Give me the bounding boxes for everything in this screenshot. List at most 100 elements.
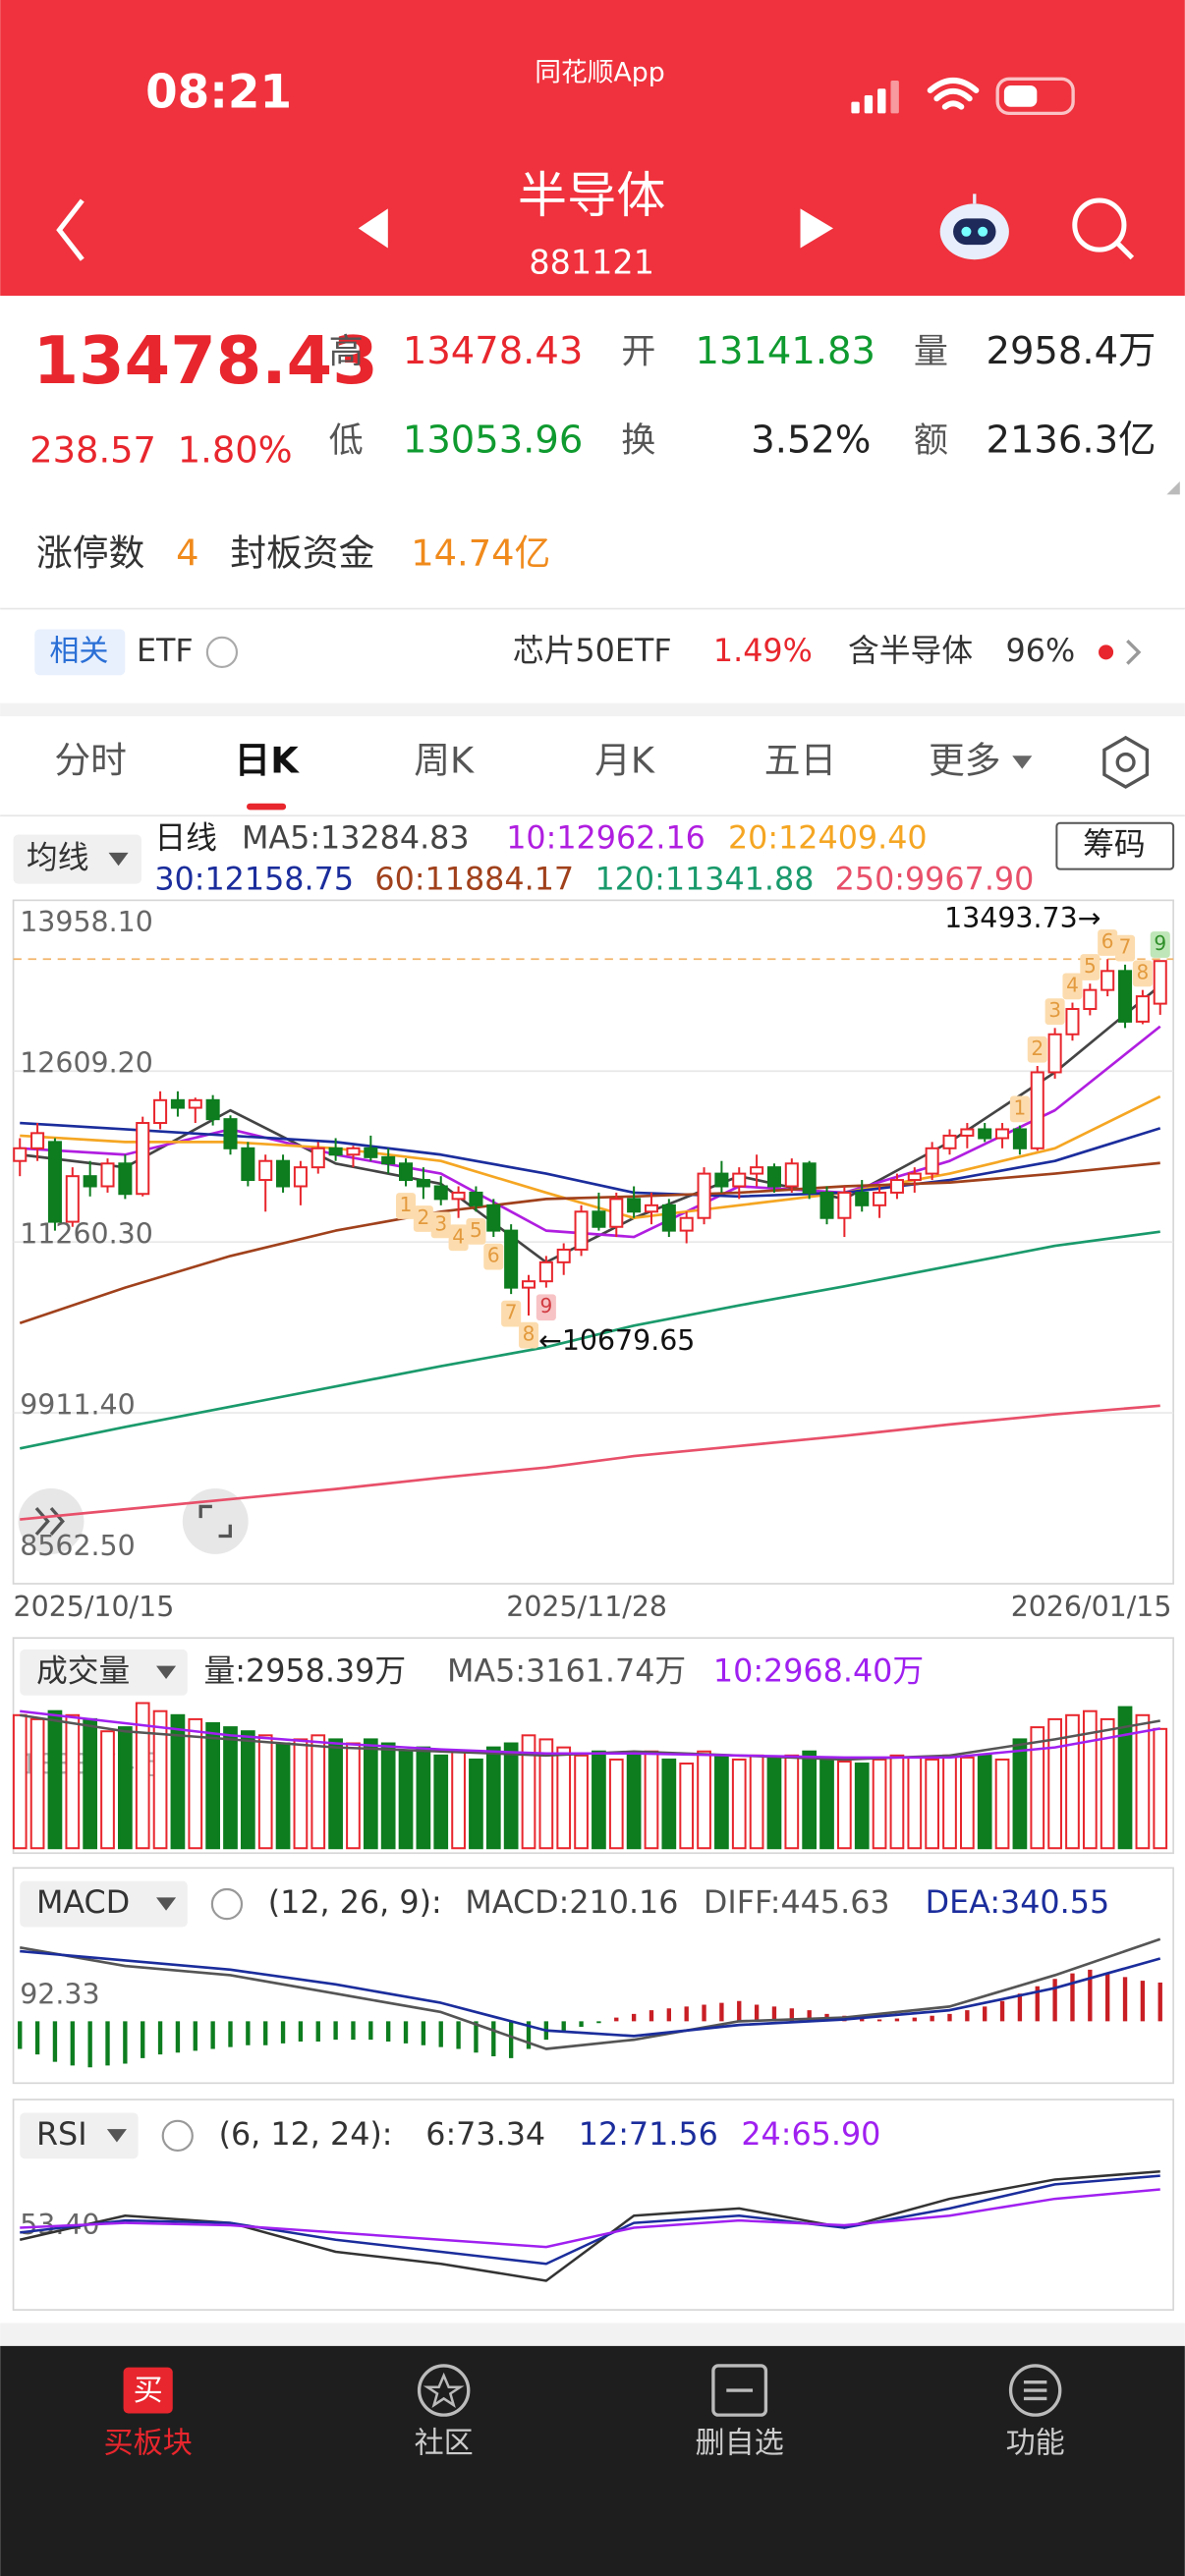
buy-icon[interactable] [123,2367,173,2414]
volume-bar [714,1754,729,1850]
candle-body [1153,960,1167,1005]
rsi-selector[interactable]: RSI [36,2117,87,2153]
search-button[interactable] [1072,197,1135,260]
tab-indicator [247,803,287,811]
td-count: 4 [452,1224,465,1248]
volume-bar [977,1754,992,1850]
chip-button[interactable]: 筹码 [1083,827,1146,863]
td-count: 7 [505,1301,518,1324]
macd-hist-label: MACD:210.16 [465,1885,678,1921]
td-box [1044,998,1065,1025]
candle-body [1135,995,1150,1023]
decoration [1115,241,1135,260]
x-tick-label: 2025/11/28 [506,1591,667,1623]
nav-label[interactable]: 删自选 [696,2427,784,2461]
help-icon[interactable] [205,636,239,668]
related-etf[interactable]: ETF [137,634,194,669]
help-icon[interactable] [210,1887,244,1921]
chip-button-bg[interactable] [1055,821,1175,870]
tab[interactable]: 分时 [54,739,127,781]
volume-bar [521,1734,536,1850]
td-count: 8 [523,1322,536,1346]
volume-bar [188,1717,203,1850]
volume-bar [328,1738,343,1850]
field-label: 开 [621,332,655,372]
chevron[interactable] [1126,639,1142,665]
indicator-line [20,1937,1161,2050]
related-item[interactable]: 含半导体 [848,634,973,669]
caret [108,852,129,867]
volume-bar [240,1730,255,1850]
more-caret [1012,756,1033,769]
volume-bar [1082,1709,1098,1850]
dot [1099,644,1114,660]
indicator-line [20,1949,1161,2038]
candle-body [30,1132,45,1149]
volume-bar [608,1758,624,1850]
candle-body [188,1098,202,1109]
wifi-icon [927,78,980,110]
robot-icon[interactable] [939,194,1009,260]
td-box [1027,1036,1047,1063]
community-icon[interactable] [417,2364,471,2417]
menu-icon[interactable] [1008,2364,1062,2417]
related-item[interactable]: 芯片50ETF [513,634,672,669]
volume-bar [749,1754,764,1850]
volume-current: 量:2958.39万 [204,1653,407,1689]
indicator-line [20,1121,1161,1199]
collapse-button[interactable] [18,1488,85,1554]
next-button[interactable] [800,208,833,249]
volume-bar [47,1709,63,1850]
indicator-line [19,2170,1160,2282]
back-button[interactable] [56,198,85,261]
macd-line-label: DIFF:445.63 [704,1885,890,1921]
volume-bar [942,1754,957,1850]
prev-button[interactable] [358,208,388,249]
candle-body [486,1204,501,1232]
volume-bar [310,1734,326,1850]
candle-body [521,1280,536,1289]
candle-body [925,1147,939,1175]
rsi-params: (6, 12, 24): [219,2117,393,2153]
field-label: 高 [329,332,364,372]
ma-selector-bg[interactable] [13,834,141,884]
volume-selector[interactable]: 成交量 [36,1653,130,1689]
tab[interactable]: 周K [414,739,475,781]
rsi-selector-bg[interactable] [20,2112,139,2159]
volume-bar [12,1713,28,1850]
macd-line-label: DEA:340.55 [926,1885,1110,1921]
macd-selector-bg[interactable] [20,1880,188,1928]
tab[interactable]: 月K [594,739,655,781]
candle-body [889,1179,904,1194]
ma-selector[interactable]: 均线 [27,841,89,876]
field-value: 13141.83 [696,329,875,373]
unwatch-icon[interactable] [711,2364,768,2417]
related-tag-bg [34,629,126,676]
volume-bar [819,1758,834,1850]
nav-label[interactable]: 社区 [415,2427,474,2461]
tab[interactable]: 五日 [764,739,837,781]
candle-body [538,1260,553,1283]
volume-bar [223,1726,238,1850]
candle-body [732,1172,747,1188]
candle-body [1030,1071,1044,1149]
candle-body [65,1175,80,1223]
tab[interactable]: 日K [234,739,300,781]
nav-label[interactable]: 买板块 [104,2427,193,2461]
macd-selector[interactable]: MACD [36,1885,130,1921]
field-label: 换 [621,420,655,461]
volume-bar [661,1758,677,1850]
tab[interactable]: 更多 [929,739,1001,781]
volume-selector-bg[interactable] [20,1649,188,1696]
volume-bar [257,1734,273,1850]
nav-label[interactable]: 功能 [1006,2427,1065,2461]
candle-body [1065,1007,1080,1036]
y-tick-label: 11260.30 [20,1217,153,1250]
volume-bar [1153,1727,1168,1850]
settings-button[interactable] [1102,735,1150,789]
help-icon[interactable] [161,2119,194,2152]
header-code: 881121 [529,244,654,282]
volume-bar [1117,1706,1133,1850]
